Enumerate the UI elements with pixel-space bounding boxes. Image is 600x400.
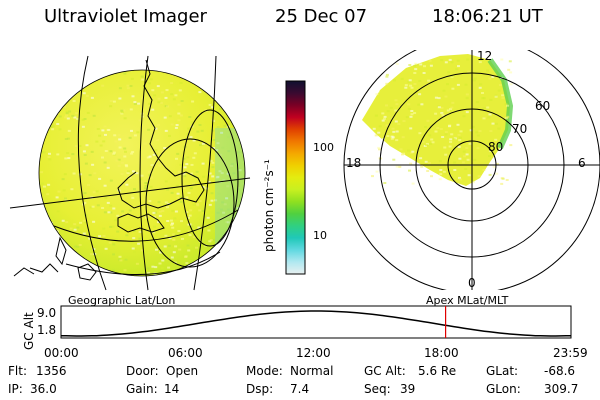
dsp-value: 7.4 <box>290 382 310 396</box>
altitude-plot <box>60 305 572 339</box>
glat-value: -68.6 <box>544 364 576 378</box>
gain-value: 14 <box>164 382 180 396</box>
polar-plot: 12 18 6 0 60 70 80 <box>343 50 600 290</box>
auroral-emission <box>362 54 510 186</box>
mlt-label-12: 12 <box>477 50 492 63</box>
x-tick-1800: 18:00 <box>424 346 459 360</box>
seq-label: Seq: <box>364 382 391 396</box>
mode-value: Normal <box>290 364 334 378</box>
glon-label: GLon: <box>486 382 521 396</box>
mlat-label-60: 60 <box>535 99 550 113</box>
door-label: Door: <box>126 364 159 378</box>
geographic-caption: Geographic Lat/Lon <box>68 294 176 307</box>
earth-image-panel <box>9 55 251 291</box>
x-tick-2359: 23:59 <box>553 346 588 360</box>
gain-label: Gain: <box>126 382 158 396</box>
mlt-label-0: 0 <box>468 276 476 290</box>
instrument-title: Ultraviolet Imager <box>44 6 207 27</box>
x-tick-0000: 00:00 <box>44 346 79 360</box>
x-tick-1200: 12:00 <box>296 346 331 360</box>
colorbar <box>285 80 306 275</box>
mlt-label-6: 6 <box>578 156 586 170</box>
mlat-label-70: 70 <box>512 122 527 136</box>
colorbar-tick-10: 10 <box>313 229 327 242</box>
glon-value: 309.7 <box>544 382 579 396</box>
gc-alt-label: GC Alt: <box>364 364 406 378</box>
image-time: 18:06:21 UT <box>432 6 543 27</box>
flight-label: Flt: <box>8 364 27 378</box>
seq-value: 39 <box>400 382 416 396</box>
alt-tick-low: 1.8 <box>37 323 57 337</box>
colorbar-unit-label: photon cm⁻²s⁻¹ <box>262 159 276 252</box>
dsp-label: Dsp: <box>246 382 274 396</box>
x-tick-0600: 06:00 <box>168 346 203 360</box>
colorbar-tick-100: 100 <box>313 141 334 154</box>
image-date: 25 Dec 07 <box>275 6 368 27</box>
door-value: Open <box>166 364 199 378</box>
gc-alt-value: 5.6 Re <box>418 364 457 378</box>
alt-tick-high: 9.0 <box>37 306 57 320</box>
mlat-label-80: 80 <box>488 140 503 154</box>
apex-caption: Apex MLat/MLT <box>426 294 509 307</box>
flight-value: 1356 <box>36 364 67 378</box>
mode-label: Mode: <box>246 364 283 378</box>
ip-label: IP: <box>8 382 23 396</box>
altitude-curve <box>60 310 572 337</box>
mlt-label-18: 18 <box>346 156 361 170</box>
ip-value: 36.0 <box>30 382 57 396</box>
alt-axis-title: GC Alt <box>22 312 36 350</box>
glat-label: GLat: <box>486 364 519 378</box>
